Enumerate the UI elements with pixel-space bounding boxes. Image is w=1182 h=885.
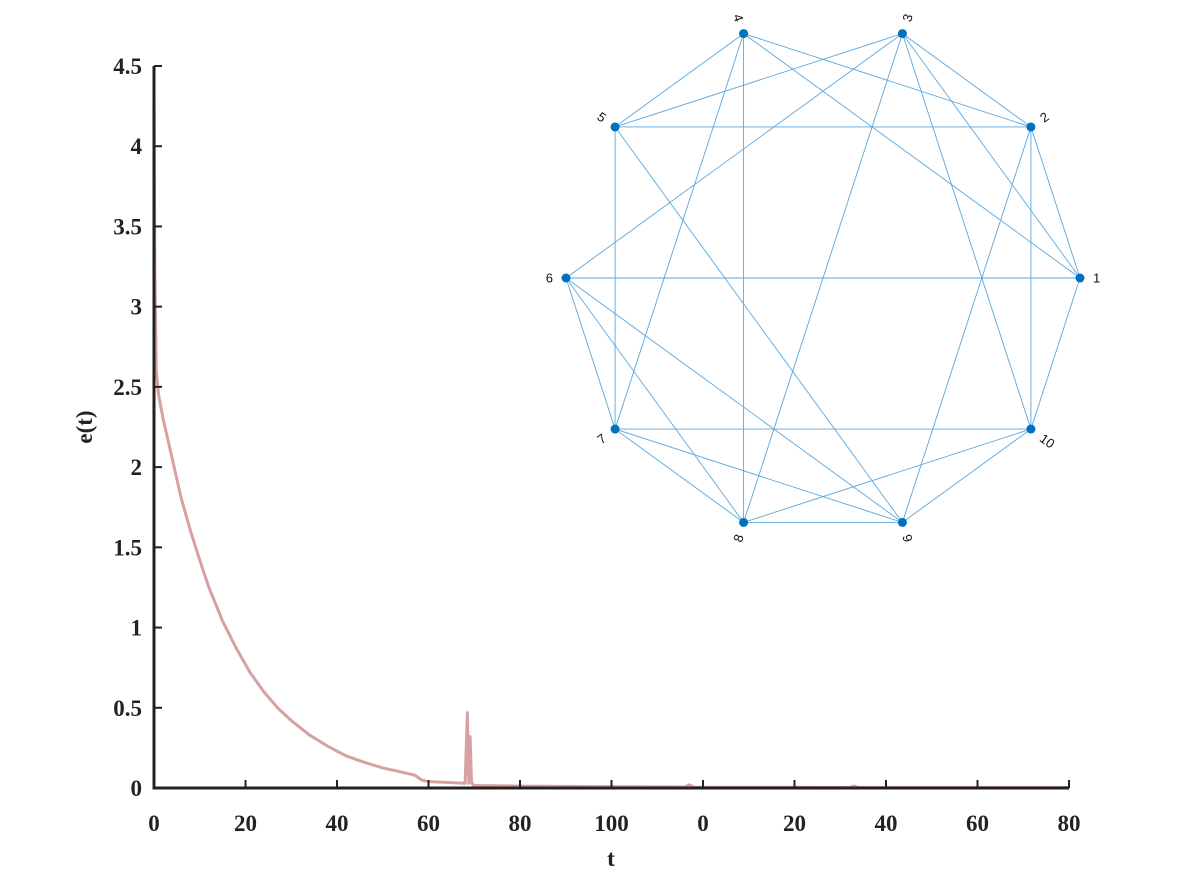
x-tick-label: 40 <box>875 811 898 836</box>
graph-node <box>610 424 620 434</box>
node-label: 7 <box>594 431 609 447</box>
graph-edge <box>902 33 1081 279</box>
graph-edge <box>902 33 1032 128</box>
graph-edge <box>565 277 616 430</box>
y-tick-label: 3.5 <box>113 214 142 239</box>
x-tick-label: 80 <box>509 811 532 836</box>
node-label: 8 <box>730 532 747 544</box>
graph-edge <box>901 33 1032 430</box>
y-tick-label: 1.5 <box>113 535 142 560</box>
graph-node <box>897 29 907 39</box>
node-label: 6 <box>546 271 553 286</box>
y-tick-label: 0.5 <box>113 696 142 721</box>
y-axis-label: e(t) <box>72 410 97 443</box>
node-label: 2 <box>1037 109 1052 125</box>
x-tick-label: 0 <box>148 811 160 836</box>
x-tick-label: 60 <box>966 811 989 836</box>
x-tick-label: 20 <box>783 811 806 836</box>
graph-edge <box>614 428 744 523</box>
graph-edge <box>901 126 1032 523</box>
node-label: 5 <box>594 109 609 125</box>
graph-edge <box>614 33 744 128</box>
graph-edge <box>1030 126 1081 279</box>
graph-edge <box>565 277 903 523</box>
graph-node <box>561 273 571 283</box>
node-label: 1 <box>1093 271 1100 286</box>
x-tick-label: 60 <box>417 811 440 836</box>
y-tick-label: 3 <box>131 295 143 320</box>
graph-node <box>610 122 620 132</box>
graph-edge <box>902 428 1032 523</box>
y-tick-label: 2.5 <box>113 375 142 400</box>
x-tick-label: 40 <box>326 811 349 836</box>
graph-edge <box>743 33 1081 279</box>
graph-edge <box>614 428 903 523</box>
y-tick-label: 4 <box>131 134 143 159</box>
node-label: 10 <box>1037 431 1058 452</box>
graph-edge <box>1030 277 1081 430</box>
y-tick-label: 1 <box>131 616 143 641</box>
graph-node <box>739 29 749 39</box>
y-tick-label: 0 <box>131 776 143 801</box>
graph-edge <box>565 33 903 279</box>
x-tick-label: 100 <box>594 811 629 836</box>
graph-node <box>1026 122 1036 132</box>
node-label: 3 <box>899 12 916 24</box>
x-tick-label: 0 <box>697 811 709 836</box>
graph-edge <box>565 277 744 523</box>
graph-edge <box>743 33 903 523</box>
line <box>152 98 1069 790</box>
graph-edge <box>614 126 903 523</box>
x-tick-label: 80 <box>1058 811 1081 836</box>
y-tick-label: 4.5 <box>113 54 142 79</box>
node-label: 9 <box>899 532 916 544</box>
x-tick-label: 20 <box>234 811 257 836</box>
graph-edge <box>614 33 745 430</box>
graph-node <box>897 517 907 527</box>
graph-node <box>1075 273 1085 283</box>
graph-edge <box>743 428 1032 523</box>
graph-node <box>1026 424 1036 434</box>
y-tick-label: 2 <box>131 455 143 480</box>
node-label: 4 <box>730 12 747 24</box>
graph-edge <box>614 33 903 128</box>
x-axis-label: t <box>607 846 615 871</box>
graph-node <box>739 517 749 527</box>
